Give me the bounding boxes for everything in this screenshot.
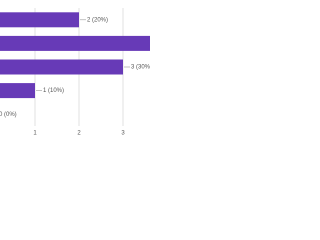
x-tick-label: 3 [121, 131, 125, 137]
x-tick-label: 1 [33, 131, 37, 137]
value-label: 0 (0%) [0, 112, 17, 118]
bar [0, 59, 123, 75]
value-label: 3 (30%) [131, 65, 150, 71]
value-label: 2 (20%) [87, 17, 108, 23]
chart: 1 2 3 2 (20%) 3 (30%) 1 (10%) 0 (0%) [0, 8, 150, 137]
value-label: 1 (10%) [43, 88, 64, 94]
bar [0, 35, 150, 51]
bar [0, 12, 79, 28]
bar [0, 83, 35, 99]
x-tick-label: 2 [77, 131, 81, 137]
